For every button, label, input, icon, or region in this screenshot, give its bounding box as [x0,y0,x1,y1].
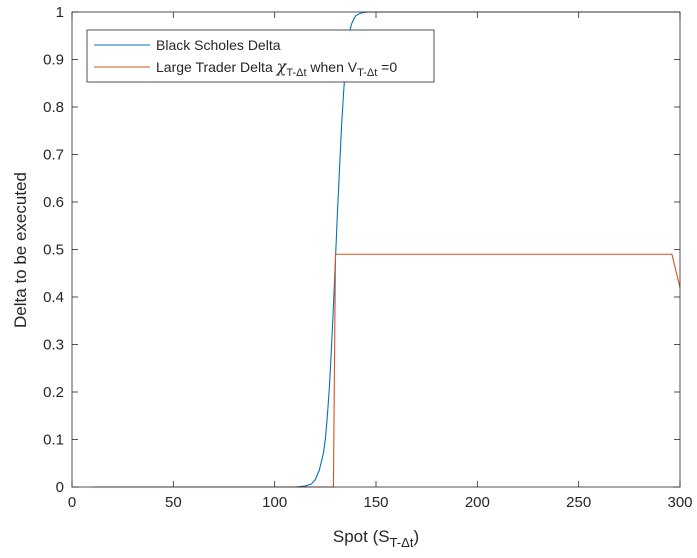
y-tick-label: 0.9 [43,52,64,69]
x-axis-label-subscript: T-Δt [390,535,414,550]
y-tick-labels: 0 0.1 0.2 0.3 0.4 0.5 0.6 0.7 0.8 0.9 1 [43,4,64,496]
y-tick-label: 0.1 [43,432,64,449]
legend-label-suffix: =0 [377,59,397,75]
x-tick-label: 0 [68,494,76,511]
legend: Black Scholes Delta Large Trader Delta χ… [86,29,435,83]
legend-label-chi: χ [276,57,288,76]
y-axis-label: Delta to be executed [11,172,30,328]
y-tick-label: 0.3 [43,337,64,354]
x-tick-label: 50 [165,494,182,511]
axes-box [71,11,681,488]
y-tick-label: 0.2 [43,384,64,401]
y-tick-label: 0.5 [43,242,64,259]
legend-label-v-subscript: T-Δt [357,67,377,79]
legend-label-prefix: Large Trader Delta [156,59,277,75]
y-tick-label: 0.7 [43,147,64,164]
series-line-0 [92,11,680,488]
legend-box [86,29,435,83]
y-tick-label: 0.6 [43,194,64,211]
x-axis-label: Spot (ST-Δt) [333,527,419,550]
x-axis-label-close: ) [413,527,419,546]
x-axis-label-main: Spot (S [333,527,390,546]
x-tick-label: 300 [667,494,692,511]
x-tick-label: 150 [363,494,388,511]
y-tick-label: 0.4 [43,289,64,306]
legend-label-large-trader: Large Trader Delta χT-Δt when VT-Δt =0 [156,57,397,79]
legend-label-black-scholes: Black Scholes Delta [156,37,281,53]
x-tick-labels: 0 50 100 150 200 250 300 [68,494,693,511]
x-tick-label: 250 [566,494,591,511]
plot-area [72,12,680,487]
x-tick-label: 100 [262,494,287,511]
y-tick-label: 0 [56,479,64,496]
y-tick-label: 0.8 [43,99,64,116]
legend-label-mid: when V [307,59,358,75]
legend-label-chi-subscript: T-Δt [286,67,306,79]
y-tick-label: 1 [56,4,64,21]
x-tick-label: 200 [465,494,490,511]
